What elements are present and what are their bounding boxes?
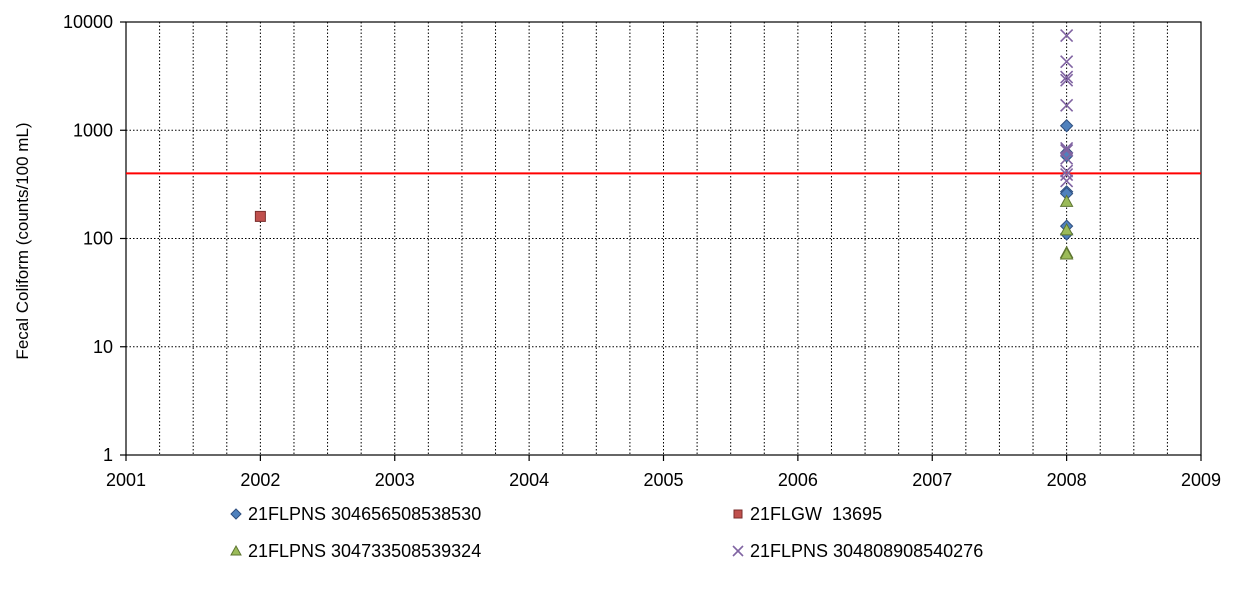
legend-item-3: 21FLPNS 304733508539324 [230,541,481,561]
x-marker-stroke [1060,28,1074,43]
x-marker [1060,174,1074,188]
x-marker [1060,55,1074,69]
legend-item-4: 21FLPNS 304808908540276 [732,541,983,561]
triangle-marker [230,544,242,556]
x-marker [1060,164,1074,178]
triangle-marker [1059,246,1074,260]
data-points [254,28,1074,260]
legend-item-2: 21FLGW 13695 [733,504,882,524]
x-marker-stroke [1060,174,1074,188]
x-marker [1060,167,1074,182]
grid-lines [126,22,1201,455]
x-marker [1060,73,1074,87]
x-marker-stroke [1060,167,1074,182]
x-tick-label: 2005 [643,470,683,490]
y-axis-title: Fecal Coliform (counts/100 mL) [13,122,32,359]
x-marker-stroke [1060,151,1074,165]
x-marker [1060,151,1074,165]
series-3 [1059,194,1074,260]
x-marker-stroke [1060,73,1074,87]
x-marker-stroke [1060,70,1074,84]
x-tick-label: 2001 [106,470,146,490]
x-tick-label: 2008 [1047,470,1087,490]
x-marker-stroke [1060,55,1074,69]
series-4 [1060,28,1074,188]
y-tick-label: 1000 [73,120,113,140]
x-marker-stroke [1060,98,1074,112]
diamond-marker [1059,119,1074,133]
legend-label: 21FLPNS 304808908540276 [750,541,983,561]
legend-label: 21FLPNS 304656508538530 [248,504,481,524]
y-tick-label: 10000 [63,12,113,32]
series-2 [254,210,266,222]
y-tick-label: 1 [103,445,113,465]
y-tick-label: 10 [93,337,113,357]
x-marker-stroke [1060,141,1074,155]
square-marker [254,210,266,222]
legend-item-1: 21FLPNS 304656508538530 [230,504,481,524]
x-marker-stroke [1060,164,1074,178]
x-tick-label: 2006 [778,470,818,490]
x-tick-label: 2003 [375,470,415,490]
y-tick-labels: 1 10 100 1000 10000 [63,12,113,465]
x-tick-label: 2007 [912,470,952,490]
x-tick-label: 2002 [240,470,280,490]
diamond-marker [230,508,242,520]
x-marker [1060,98,1074,112]
x-marker [732,545,744,557]
x-marker [1060,70,1074,84]
legend-label: 21FLPNS 304733508539324 [248,541,481,561]
y-tick-label: 100 [83,229,113,249]
x-marker [1060,28,1074,43]
legend: 21FLPNS 304656508538530 21FLGW 13695 21FLP… [230,504,983,561]
axes [120,21,1202,461]
square-marker [733,509,743,519]
x-tick-label: 2004 [509,470,549,490]
legend-label: 21FLGW 13695 [750,504,882,524]
x-marker-stroke [732,545,744,557]
x-tick-label: 2009 [1181,470,1221,490]
triangle-marker [1059,222,1074,236]
triangle-marker [1059,194,1074,207]
x-tick-labels: 2001 2002 2003 2004 2005 2006 2007 2008 2009 [106,470,1221,490]
x-marker [1060,141,1074,155]
